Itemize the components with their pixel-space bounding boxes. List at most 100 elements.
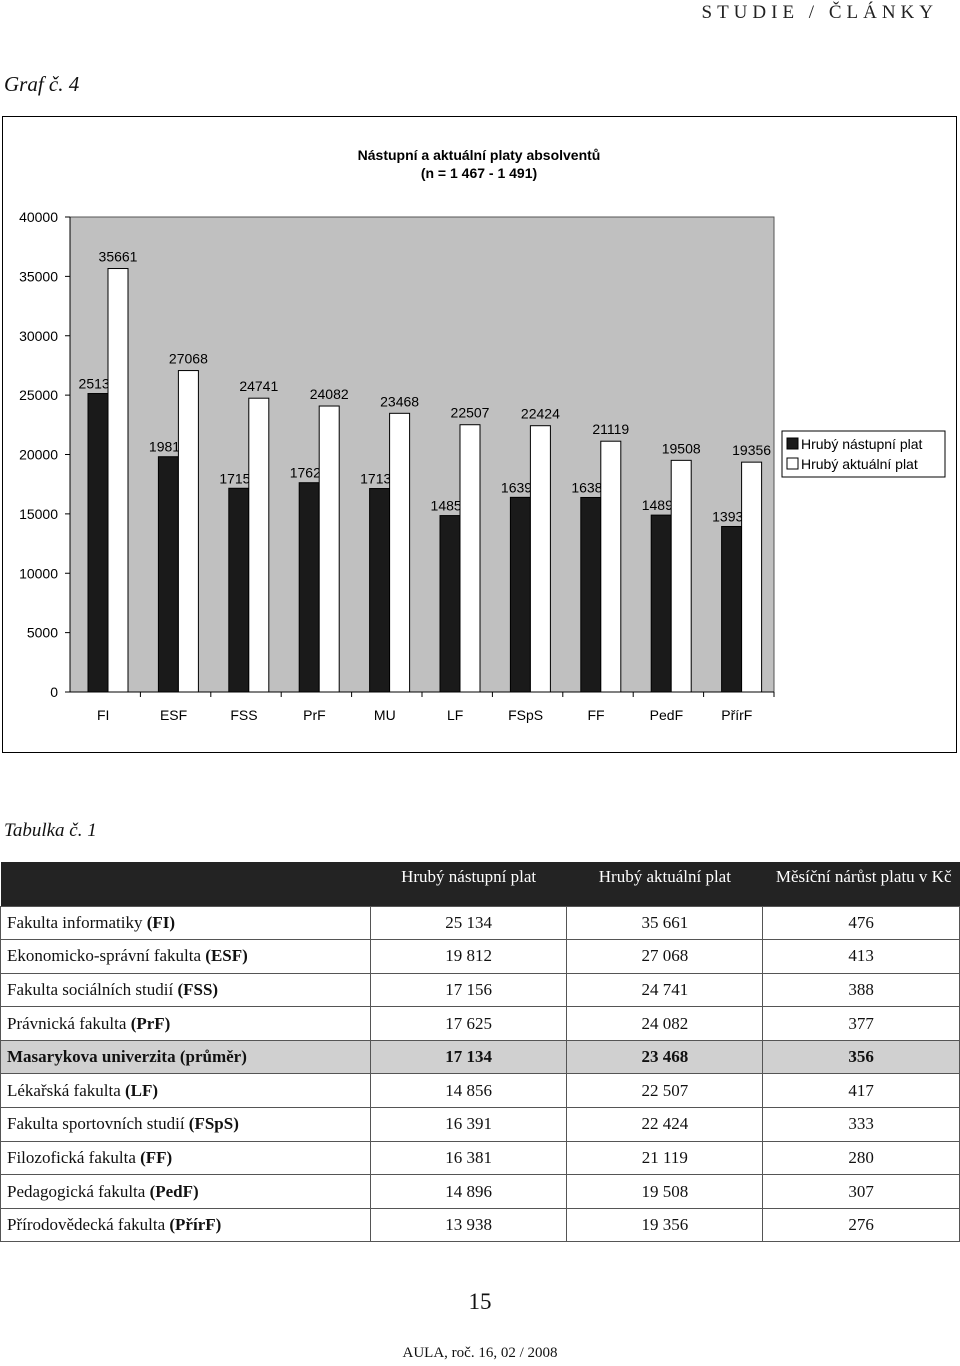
bar-start bbox=[369, 488, 391, 693]
table-row: Masarykova univerzita (průměr) 17 134 23 4… bbox=[0, 1039, 960, 1075]
bar-start bbox=[650, 514, 672, 693]
x-tick-label: FI bbox=[97, 707, 109, 723]
y-tick-label: 5000 bbox=[27, 625, 58, 641]
growth-cell: 476 bbox=[762, 905, 960, 941]
y-tick-label: 20000 bbox=[19, 447, 58, 463]
faculty-abbr: (FSS) bbox=[177, 979, 219, 999]
table-header-current-salary: Hrubý aktuální plat bbox=[566, 862, 763, 906]
data-label: 24741 bbox=[239, 378, 278, 394]
current-salary-cell: 35 661 bbox=[566, 905, 764, 941]
bar-current bbox=[389, 412, 411, 693]
table-header-row: Hrubý nástupní plat Hrubý aktuální plat … bbox=[0, 862, 960, 906]
x-tick-label: FSS bbox=[230, 707, 257, 723]
start-salary-cell: 14 896 bbox=[369, 1174, 568, 1209]
growth-cell: 307 bbox=[762, 1174, 960, 1209]
faculty-name: Pedagogická fakulta bbox=[7, 1181, 150, 1201]
faculty-abbr: (PedF) bbox=[149, 1181, 199, 1201]
bar-start bbox=[509, 496, 531, 693]
faculty-abbr: (FI) bbox=[146, 912, 176, 932]
table-header-empty bbox=[0, 862, 371, 906]
current-salary-cell: 27 068 bbox=[566, 939, 764, 974]
data-label: 21119 bbox=[592, 421, 629, 437]
faculty-name: Ekonomicko-správní fakulta bbox=[7, 946, 206, 966]
start-salary-cell: 16 391 bbox=[369, 1107, 568, 1142]
table-row: Ekonomicko-správní fakulta (ESF) 19 812 27… bbox=[0, 939, 960, 974]
growth-cell: 356 bbox=[762, 1039, 960, 1075]
data-label: 19508 bbox=[662, 440, 701, 456]
faculty-abbr: (FSpS) bbox=[188, 1114, 239, 1134]
faculty-name: Filozofická fakulta bbox=[7, 1147, 141, 1167]
footer: AULA, roč. 16, 02 / 2008 bbox=[402, 1345, 558, 1361]
faculty-name-cell: Fakulta sociálních studií (FSS) bbox=[0, 972, 371, 1008]
start-salary-cell: 16 381 bbox=[369, 1140, 568, 1176]
start-salary-cell: 14 856 bbox=[369, 1073, 568, 1109]
legend-label: Hrubý aktuální plat bbox=[801, 456, 918, 472]
faculty-abbr: (PřírF) bbox=[169, 1215, 222, 1235]
table-label: Tabulka č. 1 bbox=[4, 820, 97, 841]
growth-cell: 388 bbox=[762, 972, 960, 1008]
y-tick-label: 35000 bbox=[19, 268, 58, 284]
faculty-name-cell: Přírodovědecká fakulta (PřírF) bbox=[0, 1207, 371, 1243]
x-tick-label: FF bbox=[587, 707, 604, 723]
faculty-name-cell: Fakulta sportovních studií (FSpS) bbox=[0, 1107, 371, 1142]
data-label: 24082 bbox=[310, 386, 349, 402]
x-tick-label: FSpS bbox=[508, 707, 543, 723]
legend-swatch bbox=[786, 437, 799, 450]
faculty-abbr: (ESF) bbox=[205, 946, 248, 966]
bar-start bbox=[298, 482, 320, 693]
data-label: 22424 bbox=[521, 406, 560, 422]
faculty-abbr: (FF) bbox=[140, 1147, 173, 1167]
y-tick-label: 25000 bbox=[19, 387, 58, 403]
bar-current bbox=[600, 440, 622, 693]
bar-current bbox=[670, 459, 692, 693]
data-label: 27068 bbox=[169, 351, 208, 367]
bar-chart: Nástupní a aktuální platy absolventů (n =… bbox=[19, 147, 946, 723]
current-salary-cell: 21 119 bbox=[566, 1140, 764, 1176]
bar-start bbox=[721, 525, 743, 693]
y-tick-label: 40000 bbox=[19, 209, 58, 225]
section-header: STUDIE / ČLÁNKY bbox=[701, 2, 938, 23]
page-number: 15 bbox=[468, 1289, 492, 1314]
table-row: Fakulta sportovních studií (FSpS) 16 391 2… bbox=[0, 1107, 960, 1142]
bar-current bbox=[177, 370, 199, 693]
growth-cell: 333 bbox=[762, 1107, 960, 1142]
faculty-name-cell: Pedagogická fakulta (PedF) bbox=[0, 1174, 371, 1209]
faculty-abbr: (LF) bbox=[125, 1080, 159, 1100]
y-tick-label: 0 bbox=[50, 684, 58, 700]
bar-start bbox=[439, 515, 461, 693]
faculty-name-cell: Právnická fakulta (PrF) bbox=[0, 1006, 371, 1041]
figure-label: Graf č. 4 bbox=[4, 72, 80, 96]
faculty-name-cell: Lékařská fakulta (LF) bbox=[0, 1073, 371, 1109]
legend-swatch bbox=[786, 457, 799, 470]
x-tick-label: PedF bbox=[650, 707, 683, 723]
faculty-name-cell: Filozofická fakulta (FF) bbox=[0, 1140, 371, 1176]
growth-cell: 417 bbox=[762, 1073, 960, 1109]
current-salary-cell: 24 741 bbox=[566, 972, 764, 1008]
table-row: Pedagogická fakulta (PedF) 14 896 19 508 30… bbox=[0, 1174, 960, 1209]
x-tick-label: LF bbox=[447, 707, 463, 723]
faculty-name: Fakulta sportovních studií bbox=[7, 1114, 189, 1134]
y-tick-label: 30000 bbox=[19, 328, 58, 344]
table-header-growth: Měsíční nárůst platu v Kč bbox=[762, 862, 960, 906]
bar-start bbox=[228, 487, 250, 693]
x-tick-label: PřírF bbox=[721, 707, 752, 723]
bar-start bbox=[157, 456, 179, 693]
table-row: Lékařská fakulta (LF) 14 856 22 507 417 bbox=[0, 1073, 960, 1109]
chart-title: Nástupní a aktuální platy absolventů bbox=[358, 147, 601, 163]
start-salary-cell: 19 812 bbox=[369, 939, 568, 974]
current-salary-cell: 19 356 bbox=[566, 1207, 764, 1243]
table-row: Přírodovědecká fakulta (PřírF) 13 938 19 3… bbox=[0, 1207, 960, 1243]
legend-label: Hrubý nástupní plat bbox=[801, 436, 923, 452]
y-tick-label: 15000 bbox=[19, 506, 58, 522]
faculty-name: Právnická fakulta bbox=[7, 1013, 131, 1033]
chart-subtitle: (n = 1 467 - 1 491) bbox=[421, 165, 537, 181]
growth-cell: 377 bbox=[762, 1006, 960, 1041]
current-salary-cell: 23 468 bbox=[566, 1039, 764, 1075]
faculty-name: Přírodovědecká fakulta bbox=[7, 1215, 170, 1235]
bar-current bbox=[459, 424, 481, 693]
start-salary-cell: 17 625 bbox=[369, 1006, 568, 1041]
start-salary-cell: 17 156 bbox=[369, 972, 568, 1008]
data-label: 35661 bbox=[99, 249, 138, 265]
faculty-name-cell: Ekonomicko-správní fakulta (ESF) bbox=[0, 939, 371, 974]
data-label: 22507 bbox=[451, 405, 490, 421]
